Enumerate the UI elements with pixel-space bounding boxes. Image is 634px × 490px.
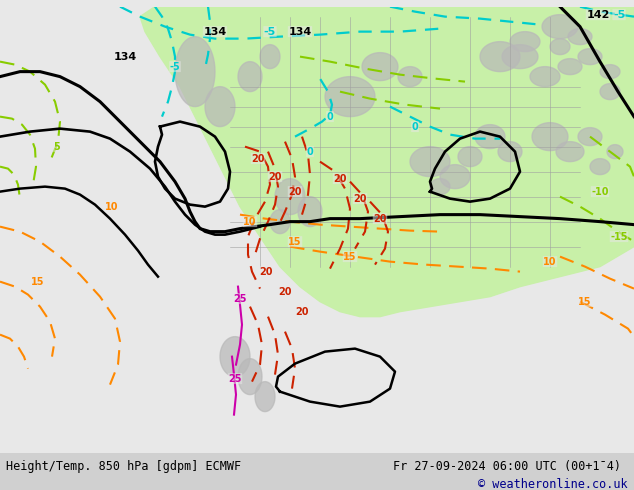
Text: 134: 134 bbox=[204, 26, 226, 37]
Text: 142: 142 bbox=[586, 10, 610, 20]
Polygon shape bbox=[260, 45, 280, 69]
Text: 20: 20 bbox=[268, 172, 281, 182]
Text: 10: 10 bbox=[105, 201, 119, 212]
Text: -5: -5 bbox=[170, 62, 181, 72]
Text: 20: 20 bbox=[278, 287, 292, 296]
Text: 0: 0 bbox=[327, 112, 333, 122]
Polygon shape bbox=[238, 62, 262, 92]
Polygon shape bbox=[270, 210, 290, 234]
Text: 10: 10 bbox=[543, 257, 557, 267]
Text: Height/Temp. 850 hPa [gdpm] ECMWF: Height/Temp. 850 hPa [gdpm] ECMWF bbox=[6, 460, 242, 473]
Text: 0: 0 bbox=[307, 147, 313, 157]
Text: 20: 20 bbox=[288, 187, 302, 196]
Text: 20: 20 bbox=[295, 307, 309, 317]
Text: -5: -5 bbox=[264, 26, 276, 37]
Polygon shape bbox=[398, 67, 422, 87]
Polygon shape bbox=[578, 49, 602, 65]
Polygon shape bbox=[238, 359, 262, 394]
Polygon shape bbox=[532, 122, 568, 150]
Text: 20: 20 bbox=[353, 194, 366, 204]
Polygon shape bbox=[220, 337, 250, 377]
Text: 10: 10 bbox=[243, 217, 257, 226]
Text: 15: 15 bbox=[578, 296, 592, 307]
Text: 20: 20 bbox=[333, 173, 347, 184]
Polygon shape bbox=[568, 28, 592, 45]
Text: 15: 15 bbox=[343, 252, 357, 262]
Polygon shape bbox=[498, 142, 522, 162]
Polygon shape bbox=[175, 37, 215, 107]
Polygon shape bbox=[440, 165, 470, 189]
Text: 134: 134 bbox=[113, 51, 136, 62]
Polygon shape bbox=[600, 84, 620, 99]
Text: -15: -15 bbox=[611, 232, 628, 242]
Polygon shape bbox=[558, 59, 582, 74]
Text: 15: 15 bbox=[288, 237, 302, 246]
Text: 25: 25 bbox=[233, 294, 247, 304]
Polygon shape bbox=[600, 65, 620, 78]
Text: -10: -10 bbox=[592, 187, 609, 196]
Polygon shape bbox=[556, 142, 584, 162]
Text: 20: 20 bbox=[259, 267, 273, 277]
Polygon shape bbox=[607, 145, 623, 159]
Polygon shape bbox=[430, 179, 450, 195]
Text: 15: 15 bbox=[31, 277, 45, 287]
Text: 5: 5 bbox=[54, 142, 60, 151]
Polygon shape bbox=[298, 196, 322, 226]
Polygon shape bbox=[175, 7, 634, 169]
Polygon shape bbox=[480, 42, 520, 72]
Polygon shape bbox=[542, 15, 578, 39]
Polygon shape bbox=[475, 124, 505, 148]
Text: -5: -5 bbox=[613, 10, 625, 20]
Text: 20: 20 bbox=[373, 214, 387, 223]
Polygon shape bbox=[510, 32, 540, 51]
Polygon shape bbox=[362, 52, 398, 81]
Polygon shape bbox=[205, 87, 235, 126]
Polygon shape bbox=[578, 127, 602, 146]
Polygon shape bbox=[140, 7, 634, 317]
Polygon shape bbox=[458, 147, 482, 167]
Text: Fr 27-09-2024 06:00 UTC (00+1¯4): Fr 27-09-2024 06:00 UTC (00+1¯4) bbox=[393, 460, 621, 473]
Text: 20: 20 bbox=[251, 154, 265, 164]
Polygon shape bbox=[255, 382, 275, 412]
Polygon shape bbox=[275, 179, 305, 215]
Text: 134: 134 bbox=[288, 26, 312, 37]
Text: © weatheronline.co.uk: © weatheronline.co.uk bbox=[478, 478, 628, 490]
Polygon shape bbox=[590, 159, 610, 174]
Polygon shape bbox=[325, 76, 375, 117]
Polygon shape bbox=[410, 147, 450, 176]
Polygon shape bbox=[530, 67, 560, 87]
Text: 0: 0 bbox=[411, 122, 418, 132]
Text: 25: 25 bbox=[228, 373, 242, 384]
Polygon shape bbox=[550, 39, 570, 54]
Polygon shape bbox=[502, 45, 538, 69]
